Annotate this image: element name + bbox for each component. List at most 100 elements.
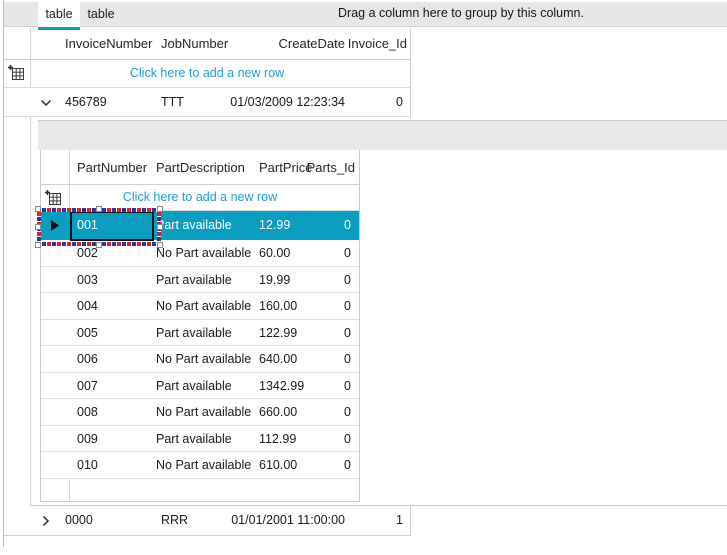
current-row-indicator-icon	[51, 220, 59, 231]
window-left-border	[3, 0, 4, 547]
expand-chevron-right-icon[interactable]	[40, 515, 52, 527]
column-header-partsid[interactable]: Parts_Id	[306, 160, 355, 175]
parts-row[interactable]: 002 No Part available 60.00 0	[41, 240, 359, 267]
detail-bottom-border	[30, 505, 727, 506]
cell-partdescription: No Part available	[156, 458, 252, 472]
parts-row[interactable]: 007 Part available 1342.99 0	[41, 372, 359, 399]
parts-row[interactable]: 006 No Part available 640.00 0	[41, 346, 359, 373]
cell-partnumber: 006	[77, 352, 98, 366]
parts-add-new-row-icon[interactable]	[45, 190, 62, 206]
cell-invoicenumber: 0000	[65, 513, 93, 527]
cell-partprice: 112.99	[259, 431, 297, 446]
cell-jobnumber: RRR	[161, 513, 189, 527]
parts-grid: PartNumber PartDescription PartPrice Par…	[40, 150, 360, 502]
parts-add-row-band: Click here to add a new row	[41, 185, 359, 211]
tab-table-2[interactable]: table	[87, 7, 115, 21]
marquee-handle-top-center[interactable]	[96, 206, 102, 212]
marquee-handle-top-left[interactable]	[35, 206, 41, 212]
cell-invoiceid: 1	[396, 513, 403, 527]
marquee-handle-middle-right[interactable]	[157, 224, 163, 230]
cell-createdate: 01/01/2001 11:00:00	[231, 513, 345, 527]
column-header-createdate[interactable]: CreateDate	[278, 36, 345, 51]
row-indicator-separator	[30, 28, 31, 536]
parts-row[interactable]: 008 No Part available 660.00 0	[41, 399, 359, 426]
group-by-hint-text: Drag a column here to group by this colu…	[338, 6, 584, 20]
cell-partprice: 60.00	[259, 246, 291, 260]
invoice-grid-right-edge	[410, 28, 411, 118]
parts-row[interactable]: 003 Part available 19.99 0	[41, 266, 359, 293]
parts-row-selected[interactable]: 001 Part available 12.99 0	[41, 211, 359, 240]
parts-add-row-link[interactable]: Click here to add a new row	[122, 190, 278, 204]
cell-partsid: 0	[344, 246, 351, 260]
cell-partprice: 660.00	[259, 405, 298, 419]
cell-partnumber: 007	[77, 378, 98, 393]
column-header-invoiceid[interactable]: Invoice_Id	[347, 36, 407, 51]
cell-createdate: 01/03/2009 12:23:34	[230, 95, 345, 109]
cell-partdescription: No Part available	[156, 352, 252, 366]
invoice-add-row-link[interactable]: Click here to add a new row	[129, 66, 285, 80]
cell-partsid: 0	[344, 458, 351, 472]
tab-table-1[interactable]: table	[38, 0, 80, 30]
parts-row[interactable]: 010 No Part available 610.00 0	[41, 452, 359, 479]
cell-partnumber: 002	[77, 246, 98, 260]
invoice-grid-header-row: InvoiceNumber JobNumber CreateDate Invoi…	[4, 28, 410, 60]
column-header-jobnumber[interactable]: JobNumber	[161, 36, 229, 51]
cell-partprice: 19.99	[259, 272, 291, 287]
cell-jobnumber: TTT	[161, 95, 184, 109]
cell-partdescription: Part available	[156, 378, 232, 393]
cell-partdescription: Part available	[156, 218, 232, 232]
cell-partdescription: No Part available	[156, 246, 252, 260]
cell-partdescription: Part available	[156, 431, 232, 446]
cell-partprice: 122.99	[259, 325, 298, 340]
cell-partprice: 640.00	[259, 352, 298, 366]
cell-partsid: 0	[344, 405, 351, 419]
cell-partsid: 0	[344, 325, 351, 340]
cell-partdescription: Part available	[156, 325, 232, 340]
cell-partprice: 610.00	[259, 458, 298, 472]
cell-partnumber: 003	[77, 272, 98, 287]
invoice-row-expanded[interactable]: 456789 TTT 01/03/2009 12:23:34 0	[4, 88, 410, 117]
cell-partprice: 1342.99	[259, 378, 305, 393]
column-header-partdescription[interactable]: PartDescription	[156, 160, 245, 175]
cell-partnumber: 010	[77, 458, 98, 472]
invoice-add-row-band: Click here to add a new row	[4, 60, 410, 88]
add-new-row-icon[interactable]	[8, 65, 25, 81]
marquee-handle-bottom-left[interactable]	[35, 242, 41, 248]
marquee-handle-bottom-right[interactable]	[157, 242, 163, 248]
cell-partdescription: No Part available	[156, 299, 252, 313]
marquee-handle-middle-left[interactable]	[35, 224, 41, 230]
cell-partnumber: 009	[77, 431, 98, 446]
parts-row[interactable]: 009 Part available 112.99 0	[41, 425, 359, 452]
cell-partsid: 0	[344, 272, 351, 287]
focused-cell-border[interactable]	[70, 211, 154, 241]
column-header-invoicenumber[interactable]: InvoiceNumber	[65, 36, 153, 51]
parts-row[interactable]: 004 No Part available 160.00 0	[41, 293, 359, 320]
cell-partnumber: 004	[77, 299, 98, 313]
parts-grid-header-row: PartNumber PartDescription PartPrice Par…	[41, 150, 359, 185]
invoice-grid-right-edge-bottom	[410, 506, 411, 536]
cell-partsid: 0	[344, 299, 351, 313]
cell-invoicenumber: 456789	[65, 95, 107, 109]
cell-partprice: 160.00	[259, 299, 298, 313]
parts-row[interactable]: 005 Part available 122.99 0	[41, 319, 359, 346]
cell-partsid: 0	[344, 218, 351, 232]
group-by-panel[interactable]: Drag a column here to group by this colu…	[4, 2, 727, 27]
column-header-partnumber[interactable]: PartNumber	[77, 160, 148, 175]
cell-partnumber: 001	[77, 218, 98, 232]
collapse-chevron-down-icon[interactable]	[40, 97, 52, 109]
cell-partprice: 12.99	[259, 218, 291, 232]
cell-partdescription: Part available	[156, 272, 232, 287]
invoice-row-collapsed[interactable]: 0000 RRR 01/01/2001 11:00:00 1	[4, 506, 410, 536]
cell-partnumber: 008	[77, 405, 98, 419]
cell-invoiceid: 0	[396, 95, 403, 109]
cell-partdescription: No Part available	[156, 405, 252, 419]
marquee-handle-bottom-center[interactable]	[96, 242, 102, 248]
cell-partnumber: 005	[77, 325, 98, 340]
cell-partsid: 0	[344, 431, 351, 446]
marquee-handle-top-right[interactable]	[157, 206, 163, 212]
cell-partsid: 0	[344, 378, 351, 393]
column-header-partprice[interactable]: PartPrice	[259, 160, 313, 175]
cell-partsid: 0	[344, 352, 351, 366]
detail-tab-strip	[38, 120, 727, 150]
